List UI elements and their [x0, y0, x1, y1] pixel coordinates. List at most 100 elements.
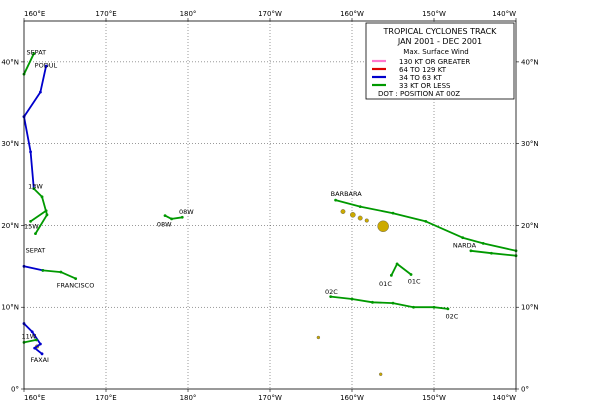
lat-tick-label-left: 20°N: [1, 222, 19, 230]
storm-track: [23, 339, 37, 344]
lon-tick-label-top: 160°W: [340, 10, 364, 18]
lon-tick-label-bottom: 150°W: [422, 394, 446, 402]
track-position-dot: [180, 215, 184, 219]
legend-period: JAN 2001 - DEC 2001: [397, 37, 482, 46]
track-position-dot: [39, 342, 42, 346]
track-position-dot: [74, 277, 78, 280]
storm-track: [23, 53, 35, 75]
legend-title: TROPICAL CYCLONES TRACK: [383, 27, 498, 36]
track-position-dot: [490, 251, 493, 255]
storm-track: [335, 199, 517, 252]
track-position-dot: [29, 150, 32, 154]
island: [357, 215, 363, 221]
storm-name-label: SEPAT: [26, 246, 46, 254]
storm-track: [23, 65, 47, 118]
island: [350, 212, 356, 218]
storm-name-label: 02C: [325, 288, 338, 296]
lon-tick-label-bottom: 160°W: [340, 394, 364, 402]
storm-track: [30, 209, 47, 223]
track-position-dot: [395, 262, 399, 266]
track-position-dot: [40, 195, 44, 199]
lon-tick-label-top: 170°W: [258, 10, 282, 18]
track-position-dot: [371, 300, 374, 304]
track-position-dot: [41, 269, 45, 272]
legend-label-34kt: 34 TO 63 KT: [399, 74, 442, 82]
storm-track: [164, 214, 183, 220]
track-position-dot: [30, 330, 34, 334]
track-position-dot: [45, 213, 49, 217]
island: [379, 372, 383, 376]
lon-tick-label-top: 170°E: [95, 10, 116, 18]
track-position-dot: [39, 90, 42, 94]
island: [377, 220, 389, 232]
lon-tick-label-bottom: 170°E: [95, 394, 116, 402]
lat-tick-label-left: 0°: [11, 386, 19, 394]
legend-label-33kt: 33 KT OR LESS: [399, 82, 451, 90]
lat-tick-label-left: 10°N: [1, 304, 19, 312]
storm-name-label: SEPAT: [26, 49, 46, 57]
axis-ticks: 160°E 160°E 170°E 170°E 180° 180° 170°W 170°W 16…: [1, 10, 538, 402]
storm-name-label: PODUL: [35, 62, 58, 70]
legend: TROPICAL CYCLONES TRACK JAN 2001 - DEC 2…: [365, 22, 515, 100]
lat-tick-label-right: 20°N: [521, 222, 539, 230]
track-position-dot: [34, 338, 38, 342]
legend-label-130kt: 130 KT OR GREATER: [399, 58, 470, 66]
track-position-dot: [358, 205, 362, 209]
track-position-dot: [481, 242, 485, 245]
storm-name-label: 08W: [157, 220, 172, 228]
island: [364, 218, 369, 223]
legend-subtitle: Max. Surface Wind: [403, 48, 468, 56]
track-position-dot: [32, 187, 36, 191]
storm-name-label: FAXAI: [31, 356, 49, 364]
track-position-dot: [29, 219, 32, 223]
lat-tick-label-left: 30°N: [1, 140, 19, 148]
track-position-dot: [34, 232, 37, 236]
track-position-dot: [432, 305, 436, 309]
storm-name-label: NARDA: [453, 242, 477, 250]
legend-label-64kt: 64 TO 129 KT: [399, 66, 447, 74]
legend-dot-note: DOT : POSITION AT 00Z: [378, 90, 460, 98]
lon-tick-label-bottom: 180°: [180, 394, 197, 402]
storm-name-label: 01C: [379, 280, 392, 288]
lat-tick-label-right: 0°: [521, 386, 529, 394]
track-position-dot: [334, 198, 337, 202]
legend-box: [365, 22, 515, 100]
map-frame: [23, 20, 517, 390]
track-position-dot: [170, 217, 174, 221]
storm-name-label: 02C: [445, 313, 458, 321]
storm-name-label: BARBARA: [331, 190, 363, 198]
island: [340, 209, 346, 214]
track-position-dot: [389, 273, 393, 277]
lon-tick-label-top: 180°: [180, 10, 197, 18]
track-position-dot: [446, 307, 450, 311]
track-position-dot: [350, 297, 354, 301]
lat-tick-label-right: 30°N: [521, 140, 539, 148]
lon-tick-label-bottom: 160°E: [24, 394, 45, 402]
storm-name-label: FRANCISCO: [57, 282, 95, 290]
track-position-dot: [469, 249, 473, 253]
lon-tick-label-bottom: 170°W: [258, 394, 282, 402]
track-position-dot: [391, 301, 395, 305]
track-position-dot: [412, 305, 415, 309]
track-position-dot: [391, 211, 395, 215]
track-position-dot: [163, 214, 167, 218]
track-position-dot: [409, 273, 413, 276]
lon-tick-label-top: 160°E: [24, 10, 45, 18]
storm-name-label: 08W: [179, 208, 194, 216]
track-position-dot: [329, 295, 333, 298]
track-position-dot: [44, 64, 48, 68]
storm-labels: SEPAT PODUL 13W 15W SEPAT FRANCISCO 11W FAXAI 08…: [22, 49, 477, 364]
lat-tick-label-right: 10°N: [521, 304, 539, 312]
storm-name-label: 15W: [24, 223, 39, 231]
lon-tick-label-bottom: 140°W: [492, 394, 516, 402]
track-position-dot: [33, 346, 37, 350]
lat-tick-label-left: 40°N: [1, 58, 19, 66]
storm-name-label: 13W: [28, 183, 43, 191]
storm-name-label: 11W: [22, 332, 37, 340]
track-position-dot: [59, 270, 63, 274]
storm-track: [23, 265, 44, 272]
storm-track: [23, 116, 35, 189]
storm-track: [33, 187, 48, 235]
track-position-dot: [44, 209, 48, 213]
